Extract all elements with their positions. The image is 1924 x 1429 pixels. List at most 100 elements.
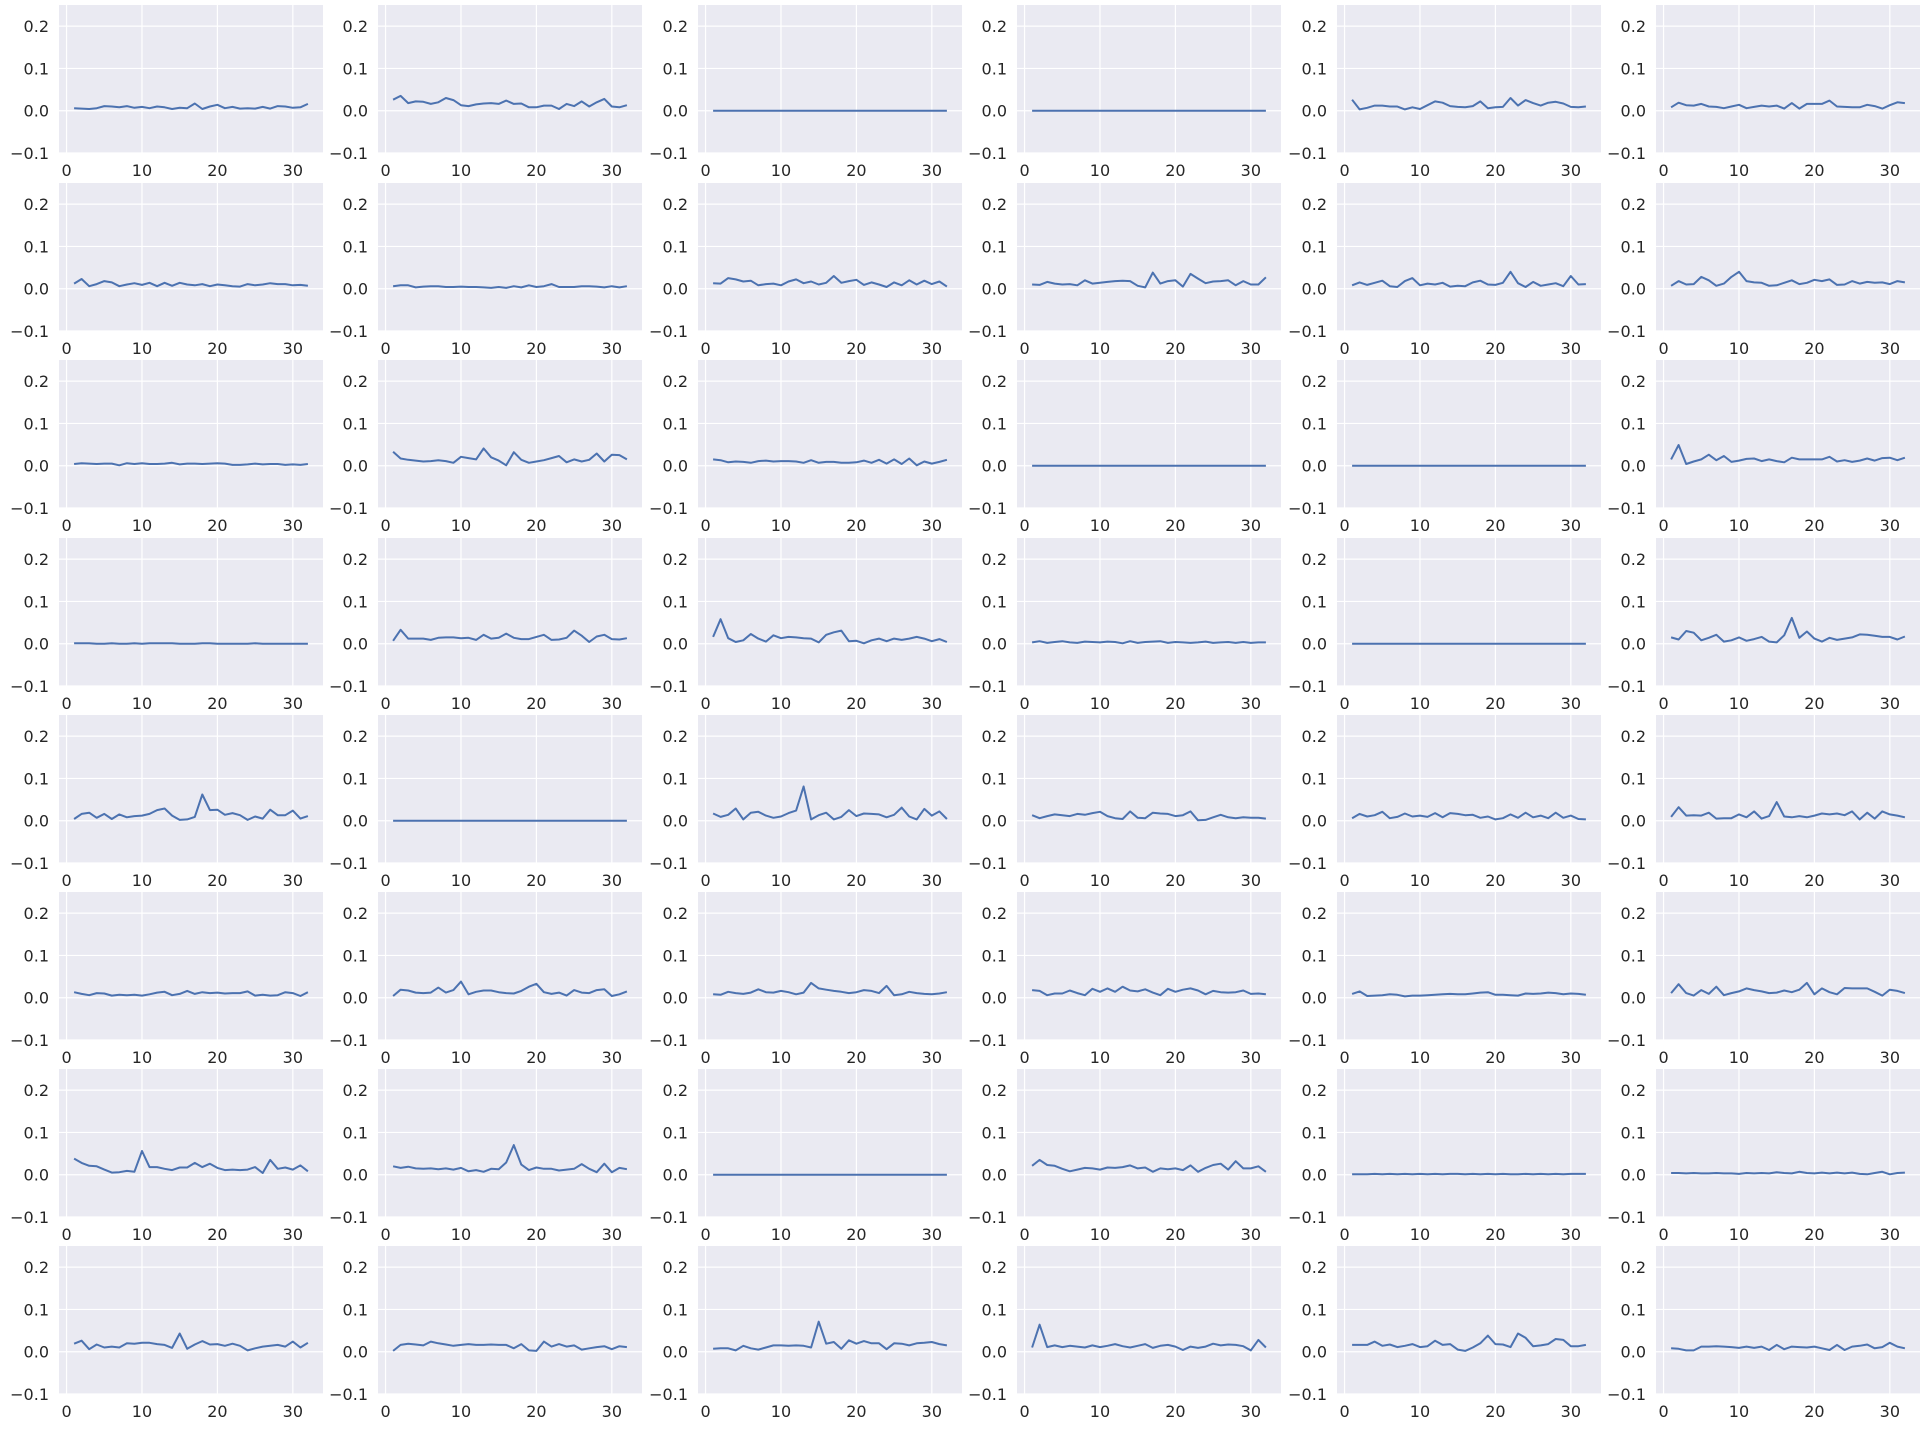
x-tick-label: 10 <box>132 516 152 535</box>
subplot-2: −0.1 0.0 0.1 0.2 0 10 20 30 <box>329 5 642 180</box>
y-tick-label: 0.2 <box>1621 904 1646 923</box>
y-tick-label: 0.1 <box>982 769 1007 788</box>
x-tick-label: 30 <box>602 1048 622 1067</box>
x-tick-label: 30 <box>283 161 303 180</box>
y-tick-label: 0.1 <box>1621 1123 1646 1142</box>
series-line <box>1351 270 1586 288</box>
y-tick-label: 0.1 <box>663 414 688 433</box>
series-line <box>73 1150 309 1174</box>
subplot-31: −0.1 0.0 0.1 0.2 0 10 20 30 <box>10 892 323 1067</box>
x-tick-label: 30 <box>1241 1048 1261 1067</box>
subplot-9: −0.1 0.0 0.1 0.2 0 10 20 30 <box>649 183 962 358</box>
x-tick-label: 0 <box>700 516 710 535</box>
x-tick-label: 0 <box>61 1225 71 1244</box>
y-tick-label: 0.2 <box>343 727 368 746</box>
plot-area <box>1017 1246 1281 1394</box>
y-tick-label: 0.0 <box>1621 635 1646 654</box>
plot-area <box>1017 538 1281 686</box>
x-tick-label: 10 <box>1090 694 1110 713</box>
x-tick-label: 10 <box>771 1402 791 1421</box>
x-tick-label: 10 <box>771 694 791 713</box>
x-tick-label: 0 <box>1339 694 1349 713</box>
x-tick-label: 10 <box>1090 339 1110 358</box>
y-tick-label: 0.1 <box>1302 59 1327 78</box>
x-tick-label: 20 <box>526 339 546 358</box>
series-line <box>712 785 948 821</box>
x-tick-label: 30 <box>1241 871 1261 890</box>
y-tick-label: 0.0 <box>982 102 1007 121</box>
subplot-40: −0.1 0.0 0.1 0.2 0 10 20 30 <box>968 1069 1281 1244</box>
x-tick-label: 30 <box>1241 1225 1261 1244</box>
x-tick-label: 0 <box>380 694 390 713</box>
y-tick-label: −0.1 <box>10 677 49 696</box>
plot-area <box>59 5 323 153</box>
y-tick-label: −0.1 <box>10 499 49 518</box>
x-tick-label: 30 <box>922 1402 942 1421</box>
series-line <box>392 447 628 467</box>
subplot-46: −0.1 0.0 0.1 0.2 0 10 20 30 <box>968 1246 1281 1421</box>
series-line <box>1031 1158 1267 1173</box>
y-tick-label: 0.0 <box>663 457 688 476</box>
series-line <box>1351 810 1586 821</box>
x-tick-label: 10 <box>1410 339 1430 358</box>
y-tick-label: 0.2 <box>1621 195 1646 214</box>
plot-area <box>1656 892 1920 1040</box>
x-tick-label: 20 <box>1485 1048 1505 1067</box>
y-tick-label: 0.0 <box>982 1343 1007 1362</box>
series-line <box>73 1332 309 1352</box>
y-tick-label: 0.2 <box>982 195 1007 214</box>
series-line <box>1670 99 1906 110</box>
subplot-27: −0.1 0.0 0.1 0.2 0 10 20 30 <box>649 715 962 890</box>
y-tick-label: −0.1 <box>1607 854 1646 873</box>
y-tick-label: 0.2 <box>24 195 49 214</box>
x-tick-label: 10 <box>1090 161 1110 180</box>
x-tick-label: 30 <box>922 694 942 713</box>
series-line <box>1351 97 1587 111</box>
series-line <box>712 618 948 645</box>
plot-area <box>1656 5 1920 153</box>
x-tick-label: 10 <box>1729 1048 1749 1067</box>
x-tick-label: 10 <box>451 1402 471 1421</box>
x-tick-label: 20 <box>1165 1402 1185 1421</box>
x-tick-label: 10 <box>451 516 471 535</box>
x-tick-label: 30 <box>602 871 622 890</box>
plot-area <box>698 360 962 508</box>
x-tick-label: 20 <box>207 339 227 358</box>
y-tick-label: −0.1 <box>649 677 688 696</box>
x-tick-label: 20 <box>207 871 227 890</box>
x-tick-label: 30 <box>922 516 942 535</box>
subplot-25: −0.1 0.0 0.1 0.2 0 10 20 30 <box>10 715 323 890</box>
y-tick-label: 0.2 <box>24 904 49 923</box>
x-tick-label: 30 <box>283 1225 303 1244</box>
y-tick-label: 0.0 <box>1621 1166 1646 1185</box>
y-tick-label: −0.1 <box>1288 677 1327 696</box>
y-tick-label: 0.1 <box>1302 946 1327 965</box>
y-tick-label: 0.0 <box>24 635 49 654</box>
plot-area <box>698 183 962 331</box>
x-tick-label: 0 <box>61 161 71 180</box>
x-tick-label: 0 <box>1658 1225 1668 1244</box>
y-tick-label: 0.1 <box>663 237 688 256</box>
x-tick-label: 10 <box>1729 1225 1749 1244</box>
x-tick-label: 30 <box>1561 161 1581 180</box>
x-tick-label: 10 <box>451 1225 471 1244</box>
x-tick-label: 10 <box>1090 1048 1110 1067</box>
y-tick-label: −0.1 <box>329 854 368 873</box>
y-tick-label: −0.1 <box>10 1385 49 1404</box>
y-tick-label: 0.2 <box>982 904 1007 923</box>
x-tick-label: 30 <box>1561 871 1581 890</box>
y-tick-label: 0.0 <box>982 280 1007 299</box>
x-tick-label: 10 <box>132 694 152 713</box>
y-tick-label: −0.1 <box>10 854 49 873</box>
x-tick-label: 0 <box>1019 1402 1029 1421</box>
x-tick-label: 0 <box>1019 694 1029 713</box>
x-tick-label: 20 <box>526 1402 546 1421</box>
x-tick-label: 30 <box>1880 161 1900 180</box>
x-tick-label: 20 <box>846 161 866 180</box>
subplot-38: −0.1 0.0 0.1 0.2 0 10 20 30 <box>329 1069 642 1244</box>
x-tick-label: 20 <box>1804 1225 1824 1244</box>
y-tick-label: 0.2 <box>1302 727 1327 746</box>
y-tick-label: 0.2 <box>663 1258 688 1277</box>
x-tick-label: 20 <box>1165 1225 1185 1244</box>
series-line <box>73 278 309 288</box>
